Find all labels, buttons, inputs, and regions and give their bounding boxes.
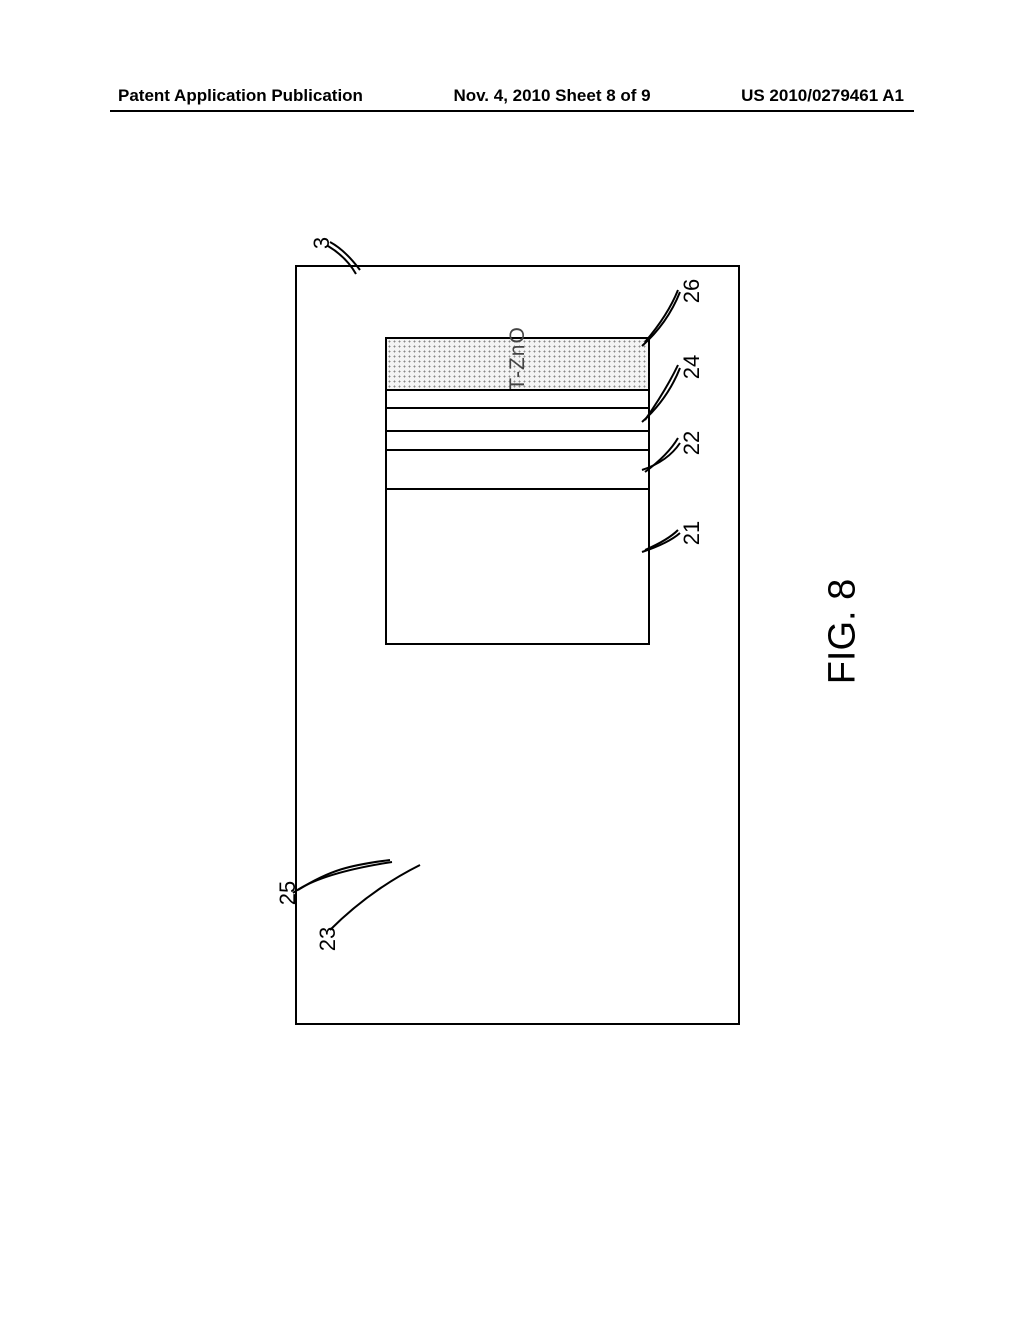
layer-stack: LT-ZnO: [385, 337, 650, 842]
callout-26: 26: [679, 279, 705, 303]
header-center: Nov. 4, 2010 Sheet 8 of 9: [453, 86, 650, 106]
layer-26: LT-ZnO: [385, 337, 650, 391]
figure-label: FIG. 8: [821, 579, 864, 685]
callout-22: 22: [679, 431, 705, 455]
callout-24: 24: [679, 355, 705, 379]
layer-22: [385, 449, 650, 491]
page-header: Patent Application Publication Nov. 4, 2…: [0, 86, 1024, 106]
callout-23: 23: [315, 927, 341, 951]
figure-8: LT-ZnO: [120, 230, 910, 1070]
callout-3: 3: [309, 237, 335, 249]
header-rule: [110, 110, 914, 112]
callout-21: 21: [679, 521, 705, 545]
header-left: Patent Application Publication: [118, 86, 363, 106]
layer-21: [385, 488, 650, 645]
header-right: US 2010/0279461 A1: [741, 86, 904, 106]
callout-25: 25: [275, 881, 301, 905]
